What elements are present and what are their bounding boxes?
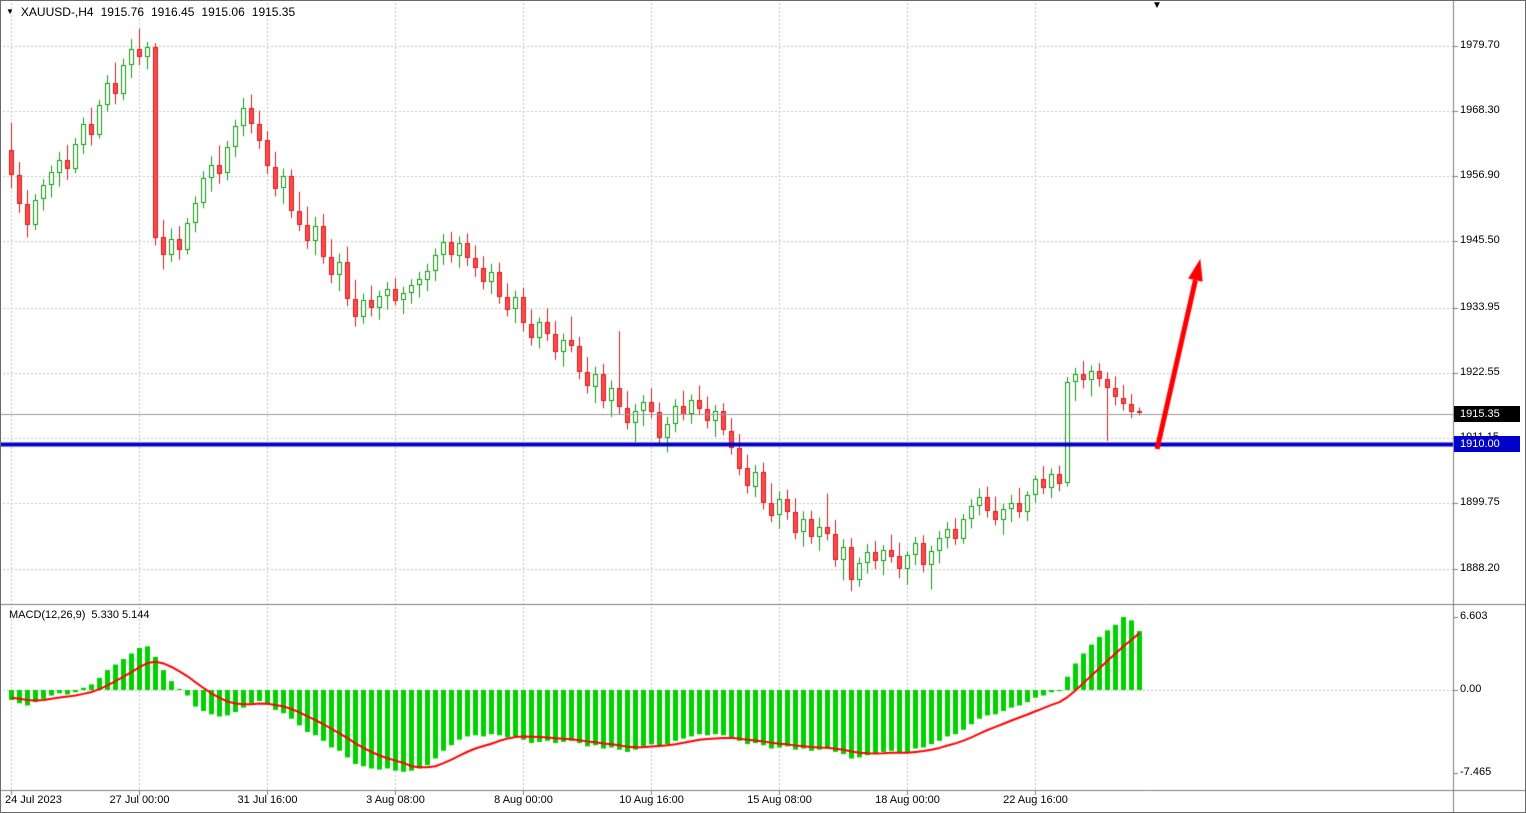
price-axis-label: 1979.70 xyxy=(1460,39,1500,51)
price-axis-label: 1888.20 xyxy=(1460,562,1500,574)
macd-axis-label: -7.465 xyxy=(1460,766,1492,778)
macd-indicator-label: MACD(12,26,9) 5.330 5.144 xyxy=(9,609,150,621)
time-axis[interactable]: 24 Jul 2023 27 Jul 00:00 31 Jul 16:00 3 Aug… xyxy=(1,791,1453,812)
time-axis-label: 10 Aug 16:00 xyxy=(619,794,684,806)
quote-header: ▼ XAUUSD-,H4 1915.76 1916.45 1915.06 191… xyxy=(6,5,295,19)
price-axis-label: 1956.90 xyxy=(1460,169,1500,181)
time-axis-label: 8 Aug 00:00 xyxy=(494,794,553,806)
quote-close: 1915.35 xyxy=(251,5,296,19)
support-price-tag: 1910.00 xyxy=(1454,436,1520,452)
macd-values: 5.330 5.144 xyxy=(91,609,150,621)
price-axis-label: 1933.95 xyxy=(1460,301,1500,313)
shift-marker-icon[interactable]: ▼ xyxy=(1152,0,1162,11)
macd-axis-label: 0.00 xyxy=(1460,683,1482,695)
time-axis-label: 31 Jul 16:00 xyxy=(237,794,298,806)
time-axis-label: 24 Jul 2023 xyxy=(5,794,62,806)
time-axis-label: 27 Jul 00:00 xyxy=(109,794,170,806)
macd-axis-label: 6.603 xyxy=(1460,610,1488,622)
price-axis-label: 1922.55 xyxy=(1460,366,1500,378)
time-axis-label: 18 Aug 00:00 xyxy=(875,794,940,806)
macd-name: MACD(12,26,9) xyxy=(9,609,86,621)
price-axis-label: 1899.75 xyxy=(1460,496,1500,508)
quote-high: 1916.45 xyxy=(151,5,195,19)
symbol-timeframe: XAUUSD-,H4 xyxy=(20,5,94,19)
quote-open: 1915.76 xyxy=(100,5,144,19)
symbol-dropdown-icon: ▼ xyxy=(6,7,14,16)
current-price-tag: 1915.35 xyxy=(1454,406,1520,422)
price-axis-label: 1945.50 xyxy=(1460,234,1500,246)
time-axis-label: 22 Aug 16:00 xyxy=(1003,794,1068,806)
quote-low: 1915.06 xyxy=(201,5,245,19)
time-axis-label: 3 Aug 08:00 xyxy=(366,794,425,806)
price-axis-label: 1968.30 xyxy=(1460,104,1500,116)
time-axis-label: 15 Aug 08:00 xyxy=(747,794,812,806)
